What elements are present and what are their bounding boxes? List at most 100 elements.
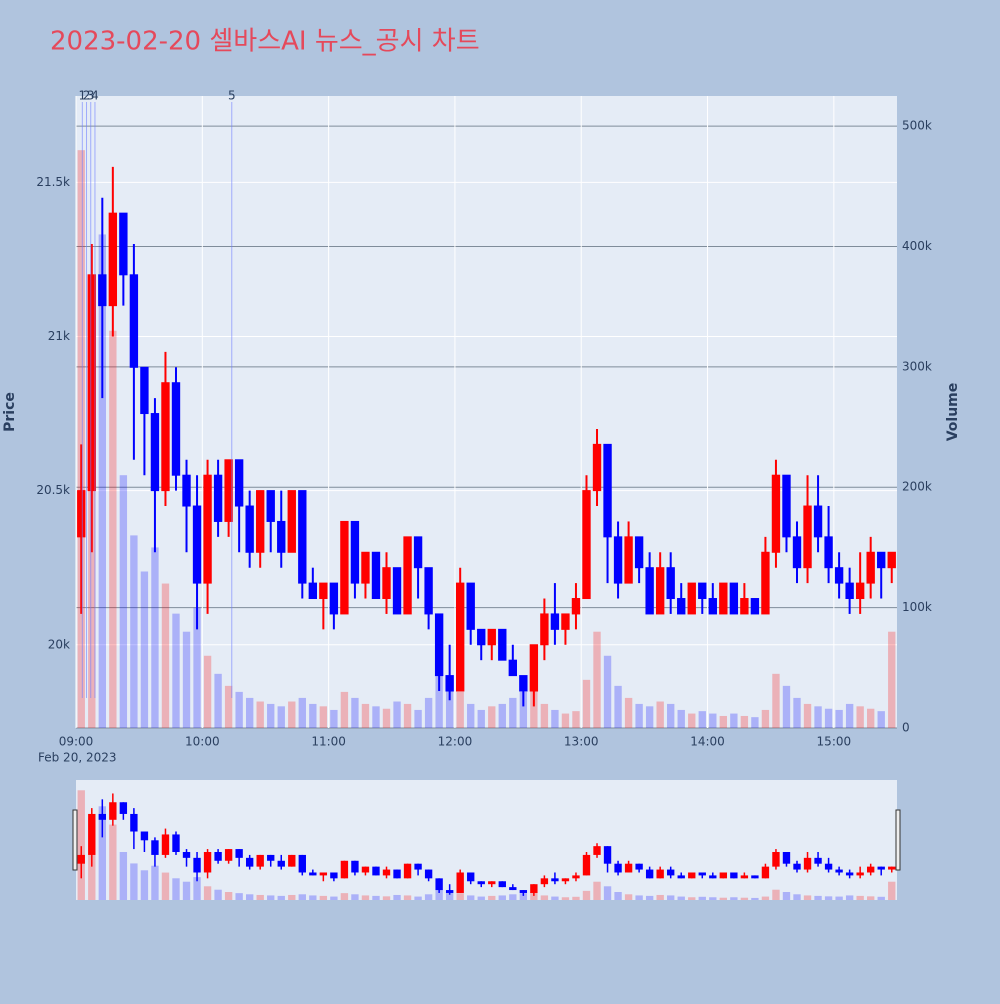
slider-volume-bar (372, 895, 380, 900)
volume-bar (382, 708, 391, 728)
candle-body (161, 382, 170, 492)
volume-bar (635, 703, 643, 728)
candle-body (582, 490, 591, 600)
x-tick-label: 13:00 (564, 735, 599, 749)
candle-body (887, 551, 896, 569)
slider-volume-bar (214, 889, 222, 900)
slider-volume-bar (182, 881, 191, 900)
slider-volume-bar (719, 897, 728, 900)
volume-bar (540, 703, 549, 728)
volume-bar (140, 571, 149, 728)
slider-candle-body (235, 849, 243, 858)
slider-candle-body (888, 866, 896, 870)
volume-bar (793, 697, 801, 728)
candle-body (371, 551, 381, 600)
slider-candle-body (319, 872, 328, 876)
volume-bar (319, 706, 328, 728)
candle-body (203, 474, 212, 584)
y-tick-label: 20k (48, 637, 70, 651)
slider-candle-body (88, 813, 96, 855)
volume-bar (688, 713, 696, 728)
candle-body (771, 474, 781, 553)
volume-bar (393, 701, 401, 728)
slider-volume-bar (498, 895, 506, 900)
candle-body (782, 474, 791, 538)
candle-body (392, 567, 402, 615)
volume-bar (182, 631, 191, 728)
slider-candle-body (288, 854, 296, 867)
slider-candle-body (635, 863, 643, 870)
volume-bar (477, 709, 485, 728)
slider-candle-body (530, 884, 538, 893)
x-date-label: Feb 20, 2023 (38, 751, 117, 765)
volume-bar (109, 330, 117, 728)
volume-bar (351, 697, 359, 728)
slider-candle-body (393, 869, 401, 879)
slider-volume-bar (193, 877, 201, 900)
volume-bar (98, 234, 106, 728)
candle-body (108, 212, 118, 307)
volume-bar (245, 697, 254, 728)
slider-candle-body (761, 866, 770, 879)
candle-body (624, 536, 633, 584)
slider-volume-bar (256, 894, 264, 900)
candle-body (182, 474, 191, 507)
slider-volume-bar (298, 894, 306, 900)
slider-volume-bar (98, 806, 106, 900)
slider-volume-bar (445, 890, 454, 900)
volume-bar (445, 679, 454, 728)
candle-body (698, 582, 707, 600)
range-handle[interactable] (72, 809, 78, 871)
slider-candle-body (224, 849, 233, 861)
slider-volume-bar (614, 892, 622, 900)
slider-volume-bar (77, 790, 85, 900)
slider-volume-bar (677, 896, 685, 900)
slider-candle-body (551, 878, 559, 882)
volume-bar (845, 703, 854, 728)
y-tick-label: 21k (48, 329, 70, 343)
slider-candle-body (772, 852, 780, 867)
slider-volume-bar (456, 893, 464, 900)
slider-volume-bar (382, 896, 391, 900)
volume-bar (824, 708, 833, 728)
slider-candle-body (77, 854, 85, 864)
candle-body (140, 366, 149, 415)
volume-bar (424, 697, 433, 728)
volume-bar (172, 613, 180, 728)
x-tick-label: 12:00 (438, 735, 473, 749)
candle-body (245, 505, 254, 553)
candle-body (340, 520, 349, 615)
volume-bar (561, 713, 570, 728)
slider-candle-body (509, 887, 517, 891)
candle-body (813, 505, 823, 538)
slider-candle-body (361, 866, 370, 873)
range-handle[interactable] (895, 809, 901, 871)
candle-body (298, 490, 307, 584)
x-tick-label: 10:00 (185, 735, 220, 749)
slider-volume-bar (698, 896, 706, 900)
volume-bar (603, 655, 612, 728)
slider-candle-body (667, 869, 675, 876)
candle-body (571, 598, 581, 615)
slider-volume-bar (351, 894, 359, 900)
slider-candle-body (561, 878, 570, 882)
slider-candle-body (540, 878, 549, 885)
volume-bar (677, 709, 685, 728)
volume-bar (867, 708, 875, 728)
volume-bar (814, 706, 822, 728)
slider-candle-body (593, 846, 601, 855)
slider-volume-bar (845, 895, 854, 900)
volume-bar (361, 703, 370, 728)
volume-bar (530, 685, 538, 728)
slider-volume-bar (635, 895, 643, 900)
slider-candle-body (130, 813, 138, 832)
candle-body (613, 536, 623, 584)
candle-body (119, 212, 128, 276)
slider-volume-bar (361, 895, 370, 900)
candle-body (277, 520, 286, 553)
slider-candle-body (867, 866, 875, 873)
range-slider[interactable] (76, 780, 897, 900)
slider-candle-body (372, 866, 380, 876)
candle-body (287, 490, 296, 553)
slider-candle-body (98, 813, 106, 820)
